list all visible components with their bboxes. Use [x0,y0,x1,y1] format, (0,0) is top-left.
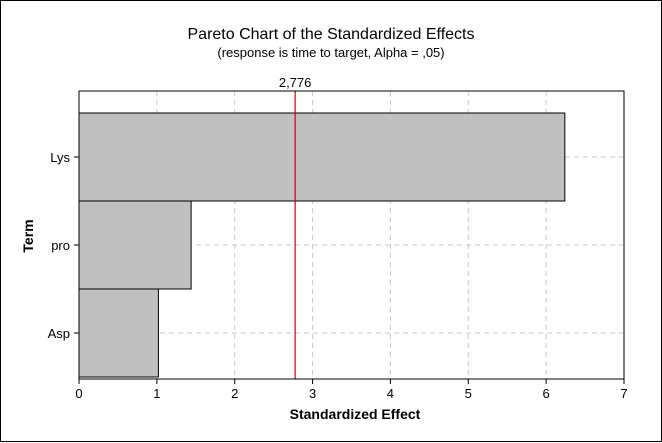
x-tick-label: 0 [75,386,82,401]
y-axis-label: Term [20,219,36,252]
x-axis-label: Standardized Effect [290,406,421,422]
bar-pro [78,200,192,290]
x-tick-label: 7 [620,386,627,401]
x-tick-label: 1 [153,386,160,401]
x-tick-label: 6 [543,386,550,401]
x-tick-label: 2 [231,386,238,401]
axes: 0 1 2 3 4 5 6 7 Lys pro Asp [48,90,628,401]
y-tick-label-lys: Lys [50,150,70,165]
x-tick-label: 5 [465,386,472,401]
bar-asp [78,288,159,378]
y-tick-label-pro: pro [51,238,70,253]
plot-area-border [78,90,625,380]
bars [78,112,566,378]
reference-line-group: 2,776 [279,75,312,379]
x-tick-label: 4 [387,386,394,401]
chart-title: Pareto Chart of the Standardized Effects [188,26,475,43]
x-tick-label: 3 [309,386,316,401]
bar-lys [78,112,566,202]
chart-subtitle: (response is time to target, Alpha = ,05… [217,45,444,60]
y-tick-label-asp: Asp [48,326,70,341]
reference-line-label: 2,776 [279,75,312,90]
